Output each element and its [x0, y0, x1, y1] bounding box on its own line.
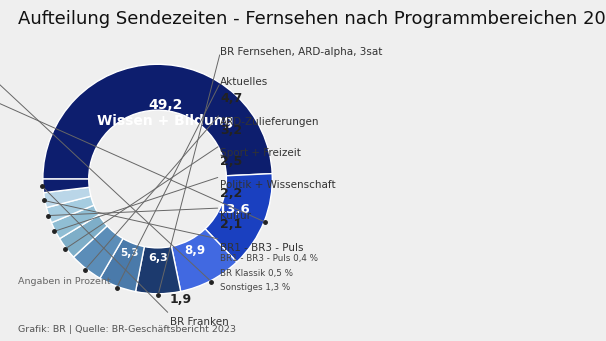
Text: 5,3: 5,3	[121, 248, 139, 258]
Text: Politik + Wissenschaft: Politik + Wissenschaft	[221, 168, 336, 190]
Wedge shape	[44, 187, 91, 208]
Text: 8,9: 8,9	[184, 244, 205, 257]
Text: 6,3: 6,3	[148, 253, 168, 263]
Text: 2,5: 2,5	[221, 155, 242, 168]
Text: 3,2: 3,2	[221, 124, 242, 137]
Text: BR1 - BR3 - Puls: BR1 - BR3 - Puls	[221, 231, 304, 253]
Text: Sport + Freizeit: Sport + Freizeit	[221, 137, 301, 158]
Text: Aufteilung Sendezeiten - Fernsehen nach Programmbereichen 2023: Aufteilung Sendezeiten - Fernsehen nach …	[18, 10, 606, 28]
Text: 1,9: 1,9	[170, 293, 191, 306]
Text: BR Klassik 0,5 %: BR Klassik 0,5 %	[221, 269, 293, 278]
Wedge shape	[73, 226, 123, 278]
Text: 2,1: 2,1	[221, 218, 242, 231]
Text: ARD-Zulieferungen: ARD-Zulieferungen	[221, 105, 320, 127]
Wedge shape	[43, 179, 89, 193]
Text: 2,2: 2,2	[221, 187, 242, 199]
Wedge shape	[43, 64, 272, 179]
Text: Angaben in Prozent: Angaben in Prozent	[18, 278, 111, 286]
Wedge shape	[171, 229, 237, 292]
Text: BR Franken: BR Franken	[170, 306, 228, 327]
Text: Aktuelles: Aktuelles	[221, 77, 268, 87]
Text: BR1 - BR3 - Puls 0,4 %: BR1 - BR3 - Puls 0,4 %	[221, 254, 318, 263]
Text: Grafik: BR | Quelle: BR-Geschäftsbericht 2023: Grafik: BR | Quelle: BR-Geschäftsbericht…	[18, 325, 236, 334]
Text: 13,6: 13,6	[218, 203, 251, 216]
Wedge shape	[100, 239, 144, 292]
Wedge shape	[136, 247, 181, 294]
Wedge shape	[47, 196, 94, 223]
Wedge shape	[59, 215, 107, 257]
Text: Sonstiges 1,3 %: Sonstiges 1,3 %	[221, 283, 291, 292]
Wedge shape	[52, 205, 99, 239]
Text: Kultur: Kultur	[221, 199, 251, 221]
Text: 4,7: 4,7	[221, 92, 242, 105]
Wedge shape	[205, 174, 272, 262]
Text: 49,2
Wissen + Bildung: 49,2 Wissen + Bildung	[97, 98, 233, 129]
Text: BR Fernsehen, ARD-alpha, 3sat: BR Fernsehen, ARD-alpha, 3sat	[221, 47, 383, 57]
